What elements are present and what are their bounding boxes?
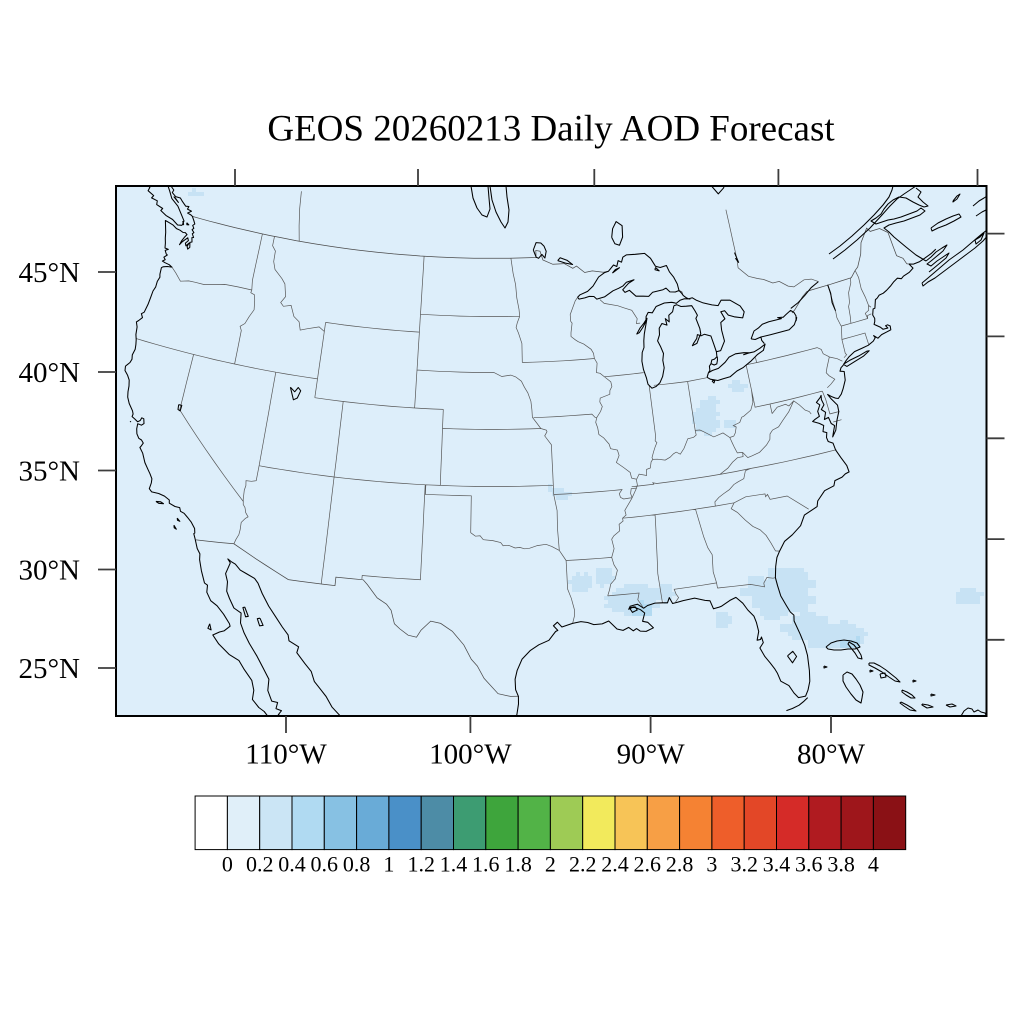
svg-text:2.2: 2.2 [569, 852, 597, 877]
svg-text:1.2: 1.2 [407, 852, 435, 877]
svg-text:1.4: 1.4 [440, 852, 468, 877]
svg-text:30°N: 30°N [18, 555, 80, 587]
svg-text:40°N: 40°N [18, 357, 80, 389]
svg-text:1.6: 1.6 [472, 852, 500, 877]
svg-text:100°W: 100°W [429, 739, 512, 771]
svg-text:25°N: 25°N [18, 653, 80, 685]
svg-text:2.4: 2.4 [601, 852, 629, 877]
svg-text:2: 2 [545, 852, 556, 877]
svg-text:2.6: 2.6 [634, 852, 662, 877]
svg-text:GEOS 20260213 Daily AOD Foreca: GEOS 20260213 Daily AOD Forecast [267, 109, 835, 150]
svg-text:0.4: 0.4 [278, 852, 306, 877]
svg-text:2.8: 2.8 [666, 852, 694, 877]
svg-text:1: 1 [383, 852, 394, 877]
svg-text:4: 4 [868, 852, 879, 877]
svg-text:3.2: 3.2 [730, 852, 758, 877]
svg-text:3.4: 3.4 [763, 852, 791, 877]
svg-text:110°W: 110°W [245, 739, 327, 771]
svg-text:0.2: 0.2 [246, 852, 274, 877]
svg-text:35°N: 35°N [18, 456, 80, 488]
svg-text:45°N: 45°N [18, 257, 80, 289]
svg-text:3.6: 3.6 [795, 852, 823, 877]
svg-text:80°W: 80°W [797, 739, 866, 771]
svg-text:3: 3 [706, 852, 717, 877]
svg-text:90°W: 90°W [617, 739, 686, 771]
svg-text:0: 0 [222, 852, 233, 877]
svg-text:3.8: 3.8 [827, 852, 855, 877]
svg-text:1.8: 1.8 [504, 852, 532, 877]
svg-text:0.8: 0.8 [343, 852, 371, 877]
svg-text:0.6: 0.6 [311, 852, 339, 877]
